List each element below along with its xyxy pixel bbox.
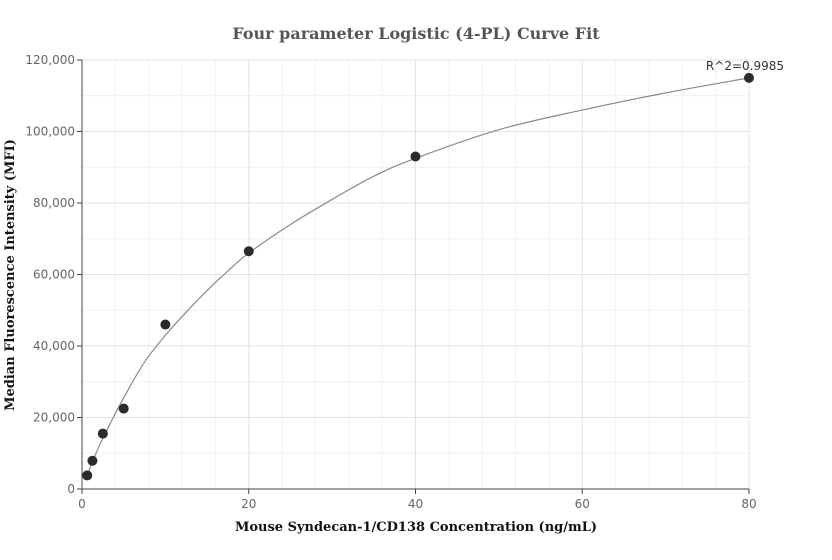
data-point bbox=[744, 72, 754, 83]
data-points bbox=[82, 72, 754, 481]
chart-title: Four parameter Logistic (4-PL) Curve Fit bbox=[232, 24, 600, 43]
y-tick-label: 20,000 bbox=[33, 411, 75, 425]
data-point bbox=[160, 319, 171, 330]
x-tick-label: 40 bbox=[408, 497, 423, 511]
y-tick-label: 40,000 bbox=[33, 339, 75, 353]
data-point bbox=[410, 151, 421, 162]
grid bbox=[82, 59, 750, 489]
y-tick-label: 100,000 bbox=[25, 125, 75, 139]
y-tick-label: 0 bbox=[67, 482, 75, 496]
y-tick-label: 60,000 bbox=[33, 268, 75, 282]
r-squared-annotation: R^2=0.9985 bbox=[706, 59, 784, 73]
x-tick-label: 0 bbox=[78, 497, 86, 511]
y-tick-label: 120,000 bbox=[25, 53, 75, 67]
x-tick-label: 60 bbox=[575, 497, 590, 511]
y-axis-label: Median Fluorescence Intensity (MFI) bbox=[3, 139, 18, 411]
fit-curve bbox=[86, 77, 750, 476]
ticks: 0 20 40 60 80 0 20,000 40,000 60,000 80,000 100,00… bbox=[25, 53, 756, 511]
x-axis-label: Mouse Syndecan-1/CD138 Concentration (ng… bbox=[235, 520, 597, 535]
x-tick-label: 80 bbox=[741, 497, 756, 511]
x-tick-label: 20 bbox=[241, 497, 256, 511]
data-point bbox=[97, 428, 108, 439]
data-point bbox=[118, 403, 129, 414]
y-tick-label: 80,000 bbox=[33, 196, 75, 210]
data-point bbox=[87, 455, 98, 466]
data-point bbox=[243, 246, 254, 257]
data-point bbox=[82, 470, 93, 481]
